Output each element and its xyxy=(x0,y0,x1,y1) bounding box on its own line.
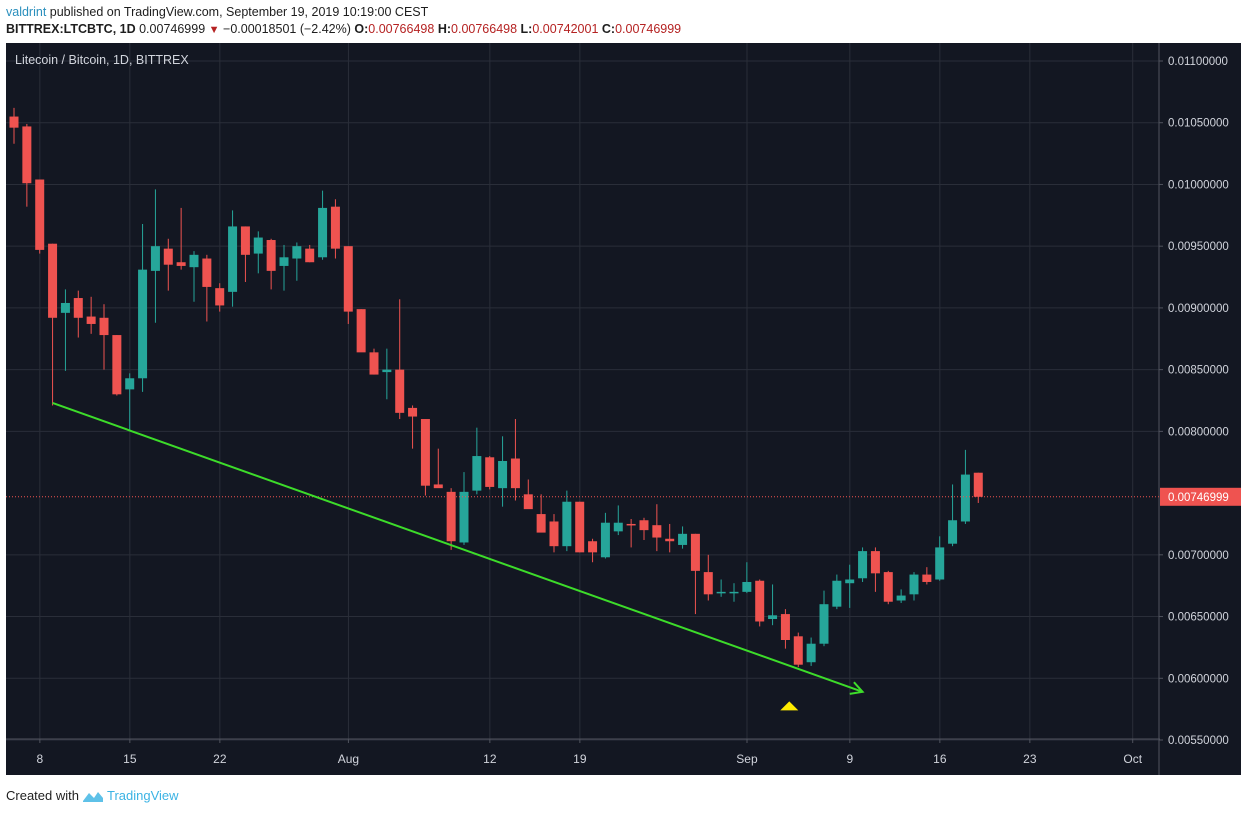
svg-text:0.00650000: 0.00650000 xyxy=(1168,612,1229,624)
svg-text:0.01100000: 0.01100000 xyxy=(1168,56,1228,68)
svg-text:23: 23 xyxy=(1023,752,1037,766)
chart-grid xyxy=(6,43,1241,775)
low-value: 0.00742001 xyxy=(532,22,599,36)
svg-text:0.01050000: 0.01050000 xyxy=(1168,118,1229,130)
svg-text:0.00800000: 0.00800000 xyxy=(1168,426,1229,438)
svg-text:0.00850000: 0.00850000 xyxy=(1168,365,1229,377)
svg-text:0.00700000: 0.00700000 xyxy=(1168,550,1229,562)
last-price: 0.00746999 xyxy=(139,22,206,36)
svg-text:19: 19 xyxy=(573,752,587,766)
svg-text:16: 16 xyxy=(933,752,947,766)
svg-text:0.01000000: 0.01000000 xyxy=(1168,179,1229,191)
svg-text:12: 12 xyxy=(483,752,497,766)
high-label: H: xyxy=(437,22,452,36)
time-axis[interactable]: 8 15 22 Aug 12 19 Sep 9 16 23 Oct xyxy=(37,739,1143,766)
close-value: 0.00746999 xyxy=(615,22,682,36)
candles-layer xyxy=(6,107,1159,668)
close-label: C: xyxy=(601,22,616,36)
open-label: O: xyxy=(354,22,369,36)
price-change: −0.00018501 (−2.42%) xyxy=(223,22,351,36)
symbol-info-bar: BITTREX:LTCBTC, 1D 0.00746999 ▼ −0.00018… xyxy=(6,22,681,36)
publish-info: valdrint published on TradingView.com, S… xyxy=(6,5,428,19)
down-triangle-icon: ▼ xyxy=(208,24,220,36)
svg-text:9: 9 xyxy=(847,752,854,766)
tradingview-logo-icon xyxy=(82,791,103,802)
annotations-layer xyxy=(52,402,865,711)
created-with-text: Created with xyxy=(6,788,79,803)
svg-text:15: 15 xyxy=(123,752,137,766)
footer: Created with TradingView xyxy=(6,788,179,803)
svg-text:Oct: Oct xyxy=(1123,752,1142,766)
svg-text:22: 22 xyxy=(213,752,227,766)
svg-text:0.00950000: 0.00950000 xyxy=(1168,241,1229,253)
published-text: published on TradingView.com, September … xyxy=(46,5,429,19)
svg-text:0.00550000: 0.00550000 xyxy=(1168,735,1229,747)
low-label: L: xyxy=(520,22,533,36)
high-value: 0.00766498 xyxy=(451,22,518,36)
symbol-label: BITTREX:LTCBTC, 1D xyxy=(6,22,136,36)
svg-text:0.00746999: 0.00746999 xyxy=(1168,492,1229,504)
svg-text:0.00600000: 0.00600000 xyxy=(1168,673,1229,685)
svg-text:8: 8 xyxy=(37,752,44,766)
chart-canvas[interactable]: 0.01100000 0.01050000 0.01000000 0.00950000… xyxy=(6,43,1241,775)
svg-text:0.00900000: 0.00900000 xyxy=(1168,303,1229,315)
chart-title: Litecoin / Bitcoin, 1D, BITTREX xyxy=(15,53,189,67)
open-value: 0.00766498 xyxy=(368,22,435,36)
candlestick-chart[interactable]: 0.01100000 0.01050000 0.01000000 0.00950000… xyxy=(6,43,1241,775)
svg-text:Sep: Sep xyxy=(736,752,758,766)
price-axis[interactable]: 0.01100000 0.01050000 0.01000000 0.00950000… xyxy=(1159,43,1241,775)
svg-text:Aug: Aug xyxy=(338,752,359,766)
author-link[interactable]: valdrint xyxy=(6,5,47,19)
tradingview-link[interactable]: TradingView xyxy=(106,788,179,803)
